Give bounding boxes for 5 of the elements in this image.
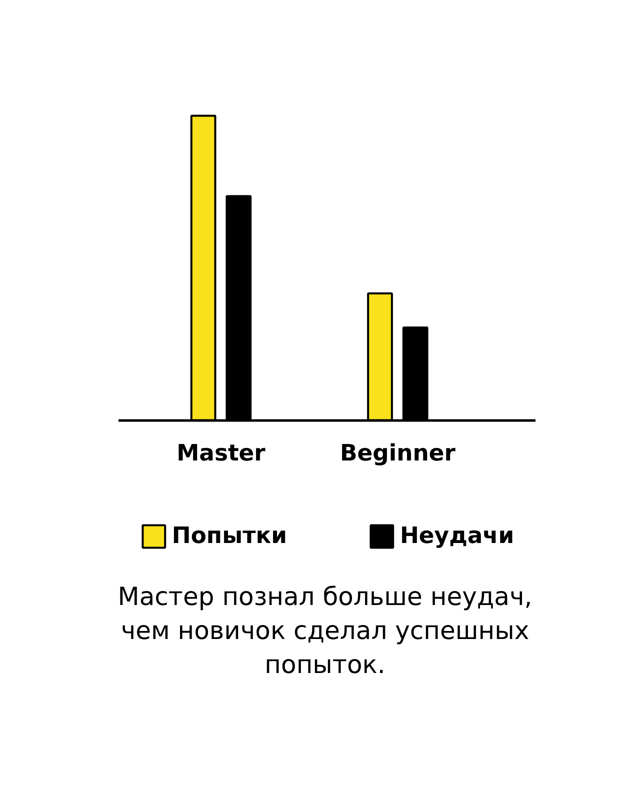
legend-label: Неудачи	[400, 523, 514, 549]
text: Мастер познал больше неудач, чем новичок сделал успешных попыток.	[118, 581, 532, 680]
x-tick-label: Beginner	[340, 440, 456, 466]
x-tick-label: Master	[176, 440, 266, 466]
legend-label: Попытки	[172, 523, 287, 549]
